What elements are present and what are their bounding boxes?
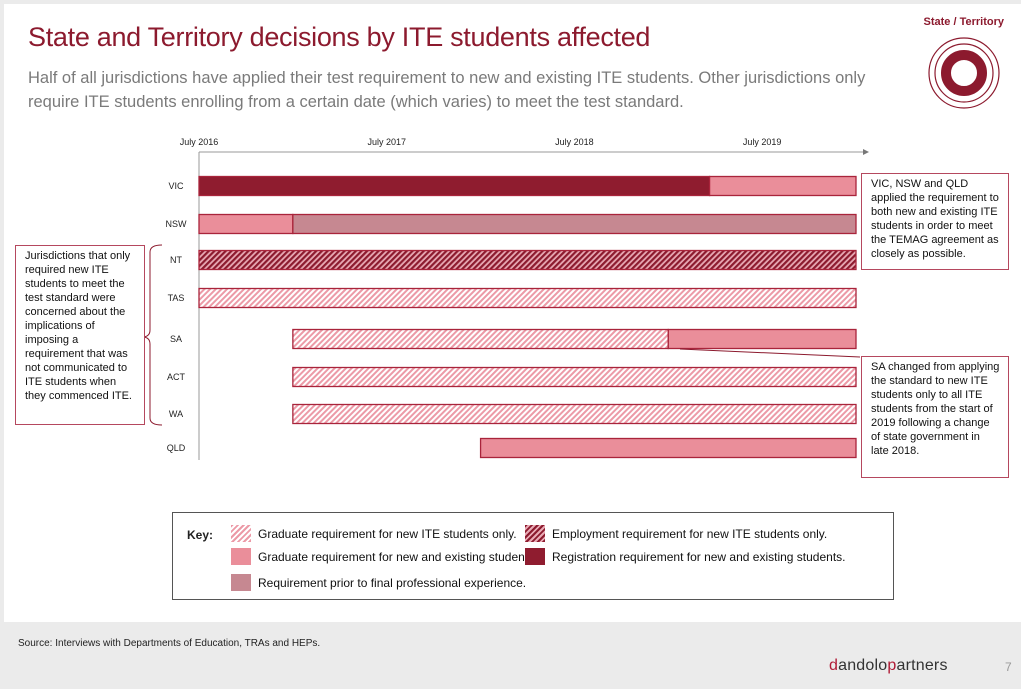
bar-sa-grad_all — [667, 328, 857, 350]
page-title: State and Territory decisions by ITE stu… — [28, 22, 651, 52]
target-rings-icon — [928, 37, 1000, 109]
row-label-nsw: NSW — [166, 219, 188, 229]
legend-item-emp-new: Employment requirement for new ITE stude… — [525, 525, 827, 542]
bar-sa-grad_new — [292, 328, 669, 350]
legend-item-prior-pe: Requirement prior to final professional … — [231, 574, 526, 591]
legend-label: Graduate requirement for new and existin… — [258, 549, 538, 564]
bar-nsw-grad_all — [198, 213, 294, 235]
right-top-note: VIC, NSW and QLD applied the requirement… — [861, 173, 1009, 270]
source-note: Source: Interviews with Departments of E… — [18, 638, 321, 649]
legend-item-grad-all: Graduate requirement for new and existin… — [231, 548, 538, 565]
bar-nsw-prior_pe — [292, 213, 857, 235]
row-label-vic: VIC — [168, 181, 184, 191]
row-label-nt: NT — [170, 255, 182, 265]
left-note: Jurisdictions that only required new ITE… — [15, 245, 145, 425]
bar-tas-grad_new — [198, 287, 857, 309]
page-subtitle: Half of all jurisdictions have applied t… — [28, 69, 866, 111]
x-tick-label: July 2019 — [743, 137, 782, 147]
row-label-act: ACT — [167, 372, 186, 382]
mauve-swatch-icon — [231, 574, 251, 591]
pink-swatch-icon — [231, 548, 251, 565]
legend-item-grad-new: Graduate requirement for new ITE student… — [231, 525, 517, 542]
x-tick-label: July 2016 — [180, 137, 219, 147]
hatch-dark-swatch-icon — [525, 525, 545, 542]
legend-label: Graduate requirement for new ITE student… — [258, 526, 517, 541]
legend-label: Employment requirement for new ITE stude… — [552, 526, 828, 541]
section-tag: State / Territory — [923, 16, 1005, 28]
timeline-chart: July 2016 July 2017 July 2018 July 2019 VIC… — [141, 137, 869, 460]
bar-vic-grad_all — [708, 175, 857, 197]
legend-label: Registration requirement for new and exi… — [552, 549, 846, 564]
bar-vic-reg_all — [198, 175, 711, 197]
right-bottom-note: SA changed from applying the standard to… — [861, 356, 1009, 478]
bar-nt-emp_new — [198, 249, 857, 271]
brand-p: p — [887, 657, 897, 674]
legend: Key: Graduate requirement for new ITE st… — [172, 512, 894, 600]
dark-swatch-icon — [525, 548, 545, 565]
row-label-qld: QLD — [167, 443, 186, 453]
page-number: 7 — [1005, 660, 1012, 674]
left-note-brace — [141, 244, 163, 426]
row-label-sa: SA — [170, 334, 182, 344]
bar-qld-grad_all — [479, 437, 857, 459]
x-tick-label: July 2017 — [367, 137, 406, 147]
legend-title: Key: — [187, 528, 214, 542]
legend-label: Requirement prior to final professional … — [258, 575, 527, 590]
bar-wa-grad_new — [292, 403, 857, 425]
sa-note-connector — [679, 348, 861, 358]
row-label-tas: TAS — [168, 293, 185, 303]
brand-andolo: andolo — [838, 657, 888, 674]
hatch-light-swatch-icon — [231, 525, 251, 542]
brand-d: d — [829, 657, 839, 674]
bar-act-grad_new — [292, 366, 857, 388]
row-label-wa: WA — [169, 409, 183, 419]
legend-item-reg-all: Registration requirement for new and exi… — [525, 548, 846, 565]
x-tick-label: July 2018 — [555, 137, 594, 147]
brand-logo: dandolopartners — [829, 657, 948, 675]
brand-artners: artners — [896, 657, 948, 674]
